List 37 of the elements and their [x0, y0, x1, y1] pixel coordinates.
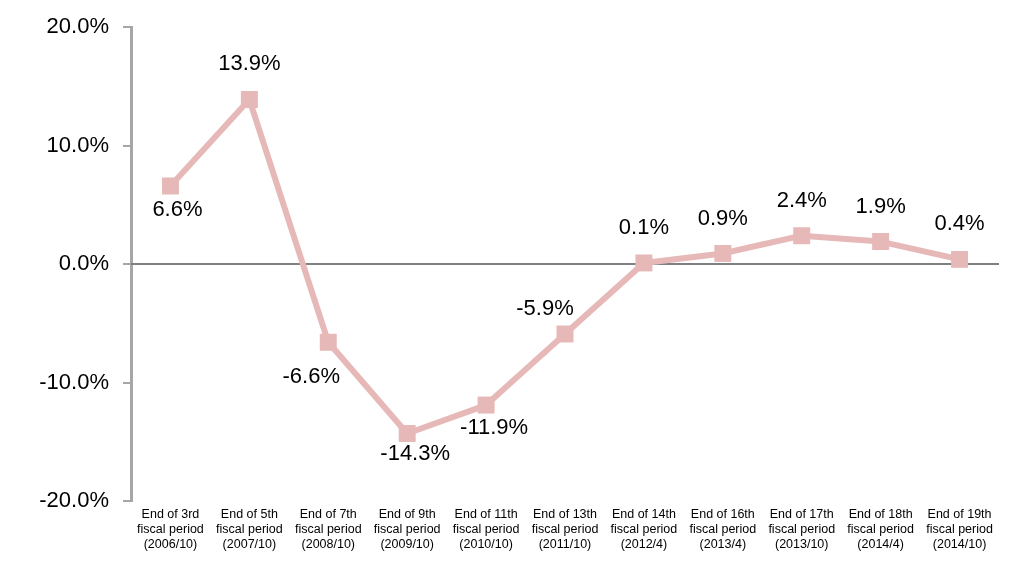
- y-tick-label: 0.0%: [58, 250, 109, 276]
- x-tick-label: End of 18th fiscal period (2014/4): [847, 506, 915, 551]
- point: [398, 425, 416, 442]
- x-tick-label: End of 13th fiscal period (2011/10): [531, 506, 599, 551]
- data-label: -11.9%: [460, 414, 529, 440]
- data-label: 0.1%: [618, 213, 669, 239]
- x-tick-label: End of 14th fiscal period (2012/4): [610, 506, 678, 551]
- x-tick-label: End of 7th fiscal period (2008/10): [294, 506, 362, 551]
- data-label: -14.3%: [380, 439, 451, 465]
- data-label: 0.9%: [697, 204, 748, 230]
- x-tick-label: End of 9th fiscal period (2009/10): [373, 506, 441, 551]
- x-tick-label: End of 5th fiscal period (2007/10): [216, 506, 283, 551]
- data-label: 2.4%: [776, 186, 827, 212]
- y-tick-label: 10.0%: [46, 131, 109, 157]
- point: [951, 250, 969, 268]
- y-tick-label: -20.0%: [39, 487, 109, 513]
- x-tick-label: End of 11th fiscal period (2010/10): [452, 506, 520, 551]
- data-label: -6.6%: [282, 363, 341, 389]
- point: [240, 90, 258, 108]
- x-tick-label: End of 17th fiscal period (2013/10): [768, 506, 836, 551]
- data-label: 0.4%: [934, 210, 985, 236]
- point: [319, 333, 337, 351]
- x-tick-label: End of 19th fiscal period (2014/10): [926, 506, 993, 551]
- y-tick-label: 20.0%: [46, 13, 109, 39]
- data-label: 1.9%: [855, 192, 906, 218]
- data-label: 13.9%: [218, 49, 281, 75]
- data-label: -5.9%: [516, 295, 574, 321]
- x-tick-label: End of 16th fiscal period (2013/4): [689, 506, 757, 551]
- point: [872, 233, 890, 251]
- point: [161, 177, 179, 195]
- point: [635, 254, 653, 272]
- x-tick-label: End of 3rd fiscal period (2006/10): [137, 506, 204, 551]
- point: [477, 396, 495, 414]
- point: [714, 244, 732, 262]
- y-tick-label: -10.0%: [39, 368, 109, 394]
- point: [793, 227, 811, 245]
- data-label: 6.6%: [152, 195, 203, 221]
